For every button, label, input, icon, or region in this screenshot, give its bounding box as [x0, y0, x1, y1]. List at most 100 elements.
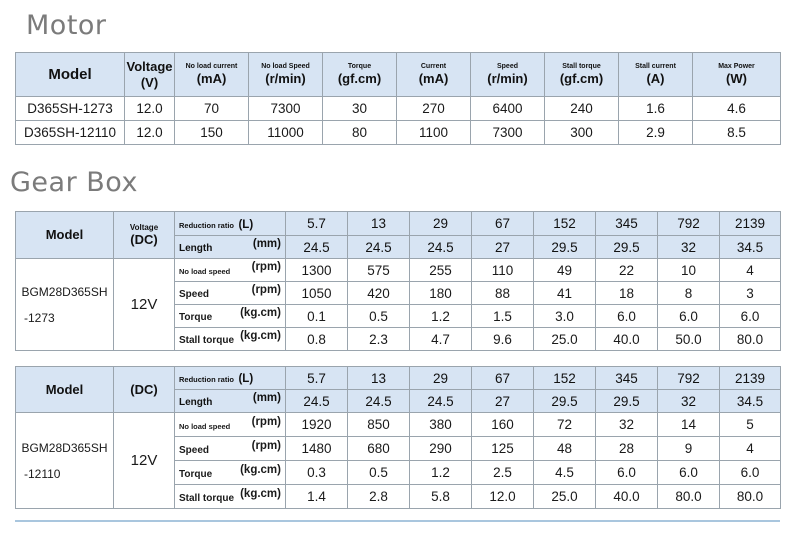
- gearbox-row-stall-torque: Stall torque (kg.cm) 0.8 2.3 4.7 9.6 25.0…: [16, 327, 781, 351]
- gearbox-cell: 9.6: [471, 327, 534, 351]
- gearbox-model-header: Model: [15, 366, 114, 413]
- gearbox-cell: 18: [595, 281, 658, 305]
- gearbox-cell: 50.0: [657, 327, 720, 351]
- gearbox-length-cell: 24.5: [347, 389, 410, 413]
- motor-cell: 150: [174, 120, 249, 145]
- gearbox-ratio-cell: 152: [533, 366, 596, 390]
- gearbox-cell: 255: [409, 258, 472, 282]
- gearbox-ratio-cell: 5.7: [285, 211, 348, 236]
- gearbox-cell: 40.0: [595, 484, 658, 509]
- gearbox-ratio-cell: 792: [657, 366, 720, 390]
- gearbox-row-label: No load speed (rpm): [174, 412, 286, 437]
- gearbox-ratio-cell: 2139: [719, 211, 781, 236]
- gearbox-cell: 2.5: [471, 460, 534, 485]
- gearbox-cell: 420: [347, 281, 410, 305]
- gearbox-cell: 1.4: [285, 484, 348, 509]
- gearbox-length-cell: 32: [657, 235, 720, 259]
- gearbox-cell: 1.2: [409, 460, 472, 485]
- gearbox-length-cell: 24.5: [347, 235, 410, 259]
- gearbox-ratio-cell: 792: [657, 211, 720, 236]
- gearbox-length-cell: 29.5: [533, 235, 596, 259]
- gearbox-model-cell: BGM28D365SH -12110: [15, 412, 114, 509]
- gearbox-cell: 380: [409, 412, 472, 437]
- gearbox-cell: 25.0: [533, 484, 596, 509]
- gearbox-cell: 2.3: [347, 327, 410, 351]
- gearbox-cell: 22: [595, 258, 658, 282]
- gearbox-cell: 14: [657, 412, 720, 437]
- bottom-divider: [15, 520, 780, 522]
- motor-row-d365sh-12110: D365SH-12110 12.0 150 11000 80 1100 7300…: [15, 120, 781, 145]
- gearbox-length-row: Length (mm) 24.5 24.5 24.5 27 29.5 29.5 3…: [16, 235, 781, 259]
- gearbox-length-cell: 27: [471, 235, 534, 259]
- motor-cell: 1100: [396, 120, 471, 145]
- motor-cell: 80: [322, 120, 397, 145]
- gearbox-cell: 290: [409, 436, 472, 461]
- gearbox-cell: 4: [719, 436, 781, 461]
- gearbox-cell: 40.0: [595, 327, 658, 351]
- gearbox-cell: 6.0: [595, 460, 658, 485]
- gearbox-cell: 1.2: [409, 304, 472, 328]
- gearbox-ratio-cell: 13: [347, 366, 410, 390]
- gearbox-cell: 25.0: [533, 327, 596, 351]
- motor-cell: 7300: [248, 96, 323, 121]
- gearbox-cell: 0.5: [347, 304, 410, 328]
- gearbox-row-stall-torque: Stall torque (kg.cm) 1.4 2.8 5.8 12.0 25.…: [16, 484, 781, 509]
- motor-cell: 300: [544, 120, 619, 145]
- gearbox-length-cell: 32: [657, 389, 720, 413]
- gearbox-cell: 4.7: [409, 327, 472, 351]
- gearbox-model-header: Model: [15, 211, 114, 259]
- gearbox-ratio-cell: 67: [471, 366, 534, 390]
- motor-cell: 12.0: [124, 120, 175, 145]
- motor-cell: 6400: [470, 96, 545, 121]
- gearbox-row-label: Stall torque (kg.cm): [174, 484, 286, 509]
- gearbox-cell: 28: [595, 436, 658, 461]
- gearbox-cell: 6.0: [657, 460, 720, 485]
- gearbox-voltage-cell: 12V: [113, 258, 175, 351]
- gearbox-cell: 3.0: [533, 304, 596, 328]
- gearbox-length-cell: 29.5: [533, 389, 596, 413]
- gearbox-row-speed: Speed (rpm) 1480 680 290 125 48 28 9 4: [16, 436, 781, 461]
- gearbox-table-1273: Model Voltage (DC) Reduction ratio (L) 5.…: [15, 211, 781, 351]
- motor-cell: 270: [396, 96, 471, 121]
- gearbox-length-label: Length (mm): [174, 389, 286, 413]
- motor-section-title: Motor: [26, 10, 107, 41]
- motor-cell: 2.9: [618, 120, 693, 145]
- gearbox-cell: 48: [533, 436, 596, 461]
- motor-row-d365sh-1273: D365SH-1273 12.0 70 7300 30 270 6400 240…: [15, 96, 781, 121]
- gearbox-cell: 1480: [285, 436, 348, 461]
- gearbox-cell: 5.8: [409, 484, 472, 509]
- gearbox-cell: 0.3: [285, 460, 348, 485]
- gearbox-cell: 80.0: [657, 484, 720, 509]
- gearbox-cell: 0.1: [285, 304, 348, 328]
- gearbox-length-cell: 24.5: [409, 389, 472, 413]
- gearbox-cell: 160: [471, 412, 534, 437]
- gearbox-length-cell: 24.5: [285, 235, 348, 259]
- gearbox-cell: 0.8: [285, 327, 348, 351]
- gearbox-cell: 1920: [285, 412, 348, 437]
- gearbox-length-cell: 24.5: [285, 389, 348, 413]
- gearbox-cell: 575: [347, 258, 410, 282]
- motor-cell: 30: [322, 96, 397, 121]
- gearbox-row-label: Speed (rpm): [174, 436, 286, 461]
- gearbox-cell: 6.0: [657, 304, 720, 328]
- gearbox-cell: 32: [595, 412, 658, 437]
- gearbox-cell: 10: [657, 258, 720, 282]
- gearbox-cell: 72: [533, 412, 596, 437]
- gearbox-ratio-cell: 29: [409, 211, 472, 236]
- motor-header-model: Model: [15, 52, 125, 97]
- gearbox-length-cell: 34.5: [719, 389, 781, 413]
- motor-header-current: Current (mA): [396, 52, 471, 97]
- gearbox-row-no-load-speed: BGM28D365SH -1273 12V No load speed (rpm) …: [15, 258, 781, 351]
- gearbox-cell: 80.0: [719, 484, 781, 509]
- gearbox-row-torque: Torque (kg.cm) 0.1 0.5 1.2 1.5 3.0 6.0 6.…: [16, 304, 781, 328]
- gearbox-row-label: Torque (kg.cm): [174, 460, 286, 485]
- gearbox-ratio-label: Reduction ratio (L): [174, 211, 286, 236]
- gearbox-model-cell: BGM28D365SH -1273: [15, 258, 114, 351]
- motor-cell: 12.0: [124, 96, 175, 121]
- gearbox-cell: 6.0: [719, 304, 781, 328]
- motor-cell: 4.6: [692, 96, 781, 121]
- gearbox-section-title: Gear Box: [10, 167, 138, 198]
- gearbox-row-label: Torque (kg.cm): [174, 304, 286, 328]
- gearbox-ratio-cell: 345: [595, 366, 658, 390]
- gearbox-cell: 850: [347, 412, 410, 437]
